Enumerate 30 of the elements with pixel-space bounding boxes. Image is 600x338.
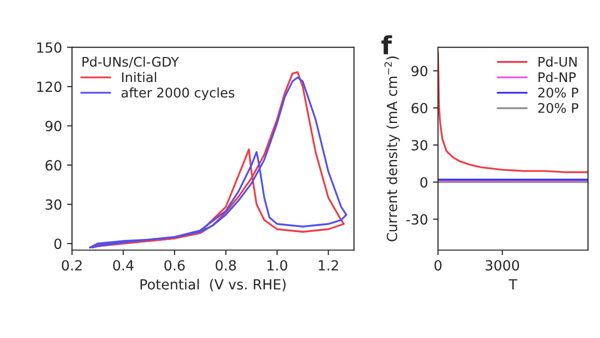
y-tick-label: 60 <box>46 160 62 171</box>
y-tick-label: -30 <box>406 214 428 225</box>
y-tick-label: 0 <box>54 238 62 250</box>
x-tick-label: 0.2 <box>62 260 82 271</box>
legend-title: Pd-UNs/Cl-GDY <box>82 56 180 68</box>
x-tick-label: 1.2 <box>318 260 338 270</box>
y-axis-title: Current density (mA cm$^{−2}$) <box>384 56 400 242</box>
text: f <box>381 35 392 54</box>
legend-label: 20% P <box>538 88 578 98</box>
y-tick-label: 90 <box>411 66 428 76</box>
x-tick-label: 0 <box>434 260 442 271</box>
x-axis-title: T <box>508 279 518 290</box>
legend-label: 20% P <box>538 103 578 113</box>
y-tick-label: 60 <box>412 102 428 114</box>
legend-label: Initial <box>122 72 156 82</box>
x-axis-title: Potential (V vs. RHE) <box>140 278 286 292</box>
y-tick-label: 30 <box>46 199 62 210</box>
x-tick-label: 0.4 <box>113 260 134 271</box>
y-tick-label: 0 <box>420 177 428 188</box>
y-tick-label: 90 <box>45 120 62 132</box>
x-tick-label: 3000 <box>486 260 520 271</box>
x-tick-label: 0.6 <box>164 260 185 271</box>
legend-label: Pd-UN <box>538 56 577 67</box>
x-tick-label: 0.8 <box>216 260 236 271</box>
y-tick-label: 150 <box>37 42 62 53</box>
x-tick-label: 1.0 <box>268 260 288 271</box>
y-tick-label: 120 <box>37 82 62 92</box>
y-tick-label: 30 <box>412 140 428 150</box>
legend-label: after 2000 cycles <box>122 87 234 100</box>
legend-label: Pd-NP <box>538 72 576 82</box>
